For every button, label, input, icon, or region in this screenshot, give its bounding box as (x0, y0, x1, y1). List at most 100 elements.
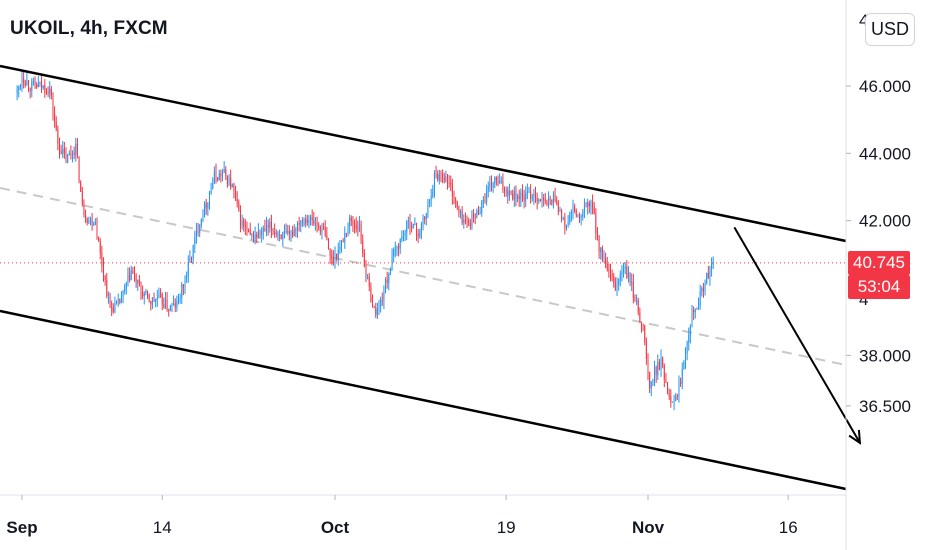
candle (18, 85, 20, 98)
candle (26, 72, 28, 86)
candle (178, 293, 179, 305)
candle (228, 174, 230, 186)
price-axis[interactable]: 46.000 44.000 42.000 38.000 36.500 4 4 (846, 11, 911, 416)
candle (631, 273, 633, 291)
candle (161, 292, 163, 311)
candle (510, 190, 512, 196)
candle (360, 220, 362, 245)
candle (31, 78, 33, 98)
candle (254, 226, 256, 245)
candle (541, 191, 543, 208)
candle (189, 250, 191, 264)
candle (686, 340, 688, 361)
candle (549, 195, 551, 206)
candle (277, 231, 279, 241)
candle (21, 71, 23, 92)
candle (138, 274, 140, 287)
candle (210, 182, 212, 195)
candle (50, 85, 52, 100)
candle (352, 215, 354, 232)
candle (42, 85, 44, 90)
candle (601, 245, 603, 263)
price-tick-label: 36.500 (859, 397, 911, 416)
candle (98, 236, 100, 242)
candle (680, 377, 682, 387)
candle (613, 272, 615, 288)
candle (345, 232, 347, 238)
trend-arrow[interactable] (733, 226, 862, 445)
candle (342, 238, 344, 243)
candle (616, 277, 618, 296)
candle (204, 201, 206, 218)
candle (704, 279, 706, 296)
channel-upper-line[interactable] (0, 64, 847, 243)
candle (99, 238, 101, 260)
candle (321, 223, 323, 240)
candle (101, 245, 103, 273)
candle (404, 229, 406, 241)
candle (36, 82, 38, 89)
candle (484, 193, 486, 204)
candle (357, 220, 359, 237)
candle (598, 235, 600, 259)
candle (241, 214, 243, 230)
candle (192, 244, 194, 265)
candle (313, 211, 315, 227)
candle (389, 267, 391, 276)
candle (562, 216, 564, 221)
candle (24, 79, 26, 88)
candle (119, 298, 121, 305)
candle (163, 297, 165, 309)
candle (181, 282, 183, 305)
candle (109, 292, 111, 308)
candle (334, 246, 336, 269)
candle (226, 175, 228, 188)
candle (371, 294, 373, 308)
candle (445, 170, 447, 183)
candle (634, 294, 636, 302)
candle (331, 249, 333, 265)
currency-button[interactable]: USD (865, 13, 915, 46)
candle (236, 191, 238, 208)
channel-lower-line[interactable] (0, 309, 847, 491)
candle (151, 297, 153, 310)
candle (290, 229, 292, 242)
candle (492, 181, 494, 193)
candle (455, 196, 457, 209)
candle (367, 273, 369, 280)
channel-midline (0, 187, 847, 366)
candle (375, 302, 377, 319)
candle (305, 214, 307, 228)
candle (583, 198, 585, 219)
time-axis[interactable]: Sep 14 Oct 19 Nov 16 (6, 495, 798, 537)
candle (582, 209, 584, 221)
candle (448, 175, 450, 188)
candle (137, 279, 139, 291)
candle (301, 216, 303, 227)
candle (606, 256, 608, 272)
candle (310, 214, 312, 226)
candle (577, 214, 579, 218)
candle (362, 234, 364, 258)
candle (580, 214, 582, 226)
candle (528, 186, 530, 194)
candle (515, 185, 517, 207)
candle (693, 306, 695, 321)
candle (122, 290, 124, 304)
candle (614, 277, 616, 291)
candle (636, 294, 638, 306)
candle (629, 272, 631, 287)
candle (417, 228, 419, 243)
candle (266, 216, 268, 237)
candle (233, 182, 235, 199)
candle (658, 359, 660, 371)
candle (645, 337, 647, 365)
candle (72, 150, 74, 163)
candle (497, 175, 499, 187)
candle (65, 147, 67, 164)
candle (701, 286, 703, 297)
candle (207, 202, 209, 216)
candle (197, 222, 199, 237)
candle (326, 226, 328, 241)
